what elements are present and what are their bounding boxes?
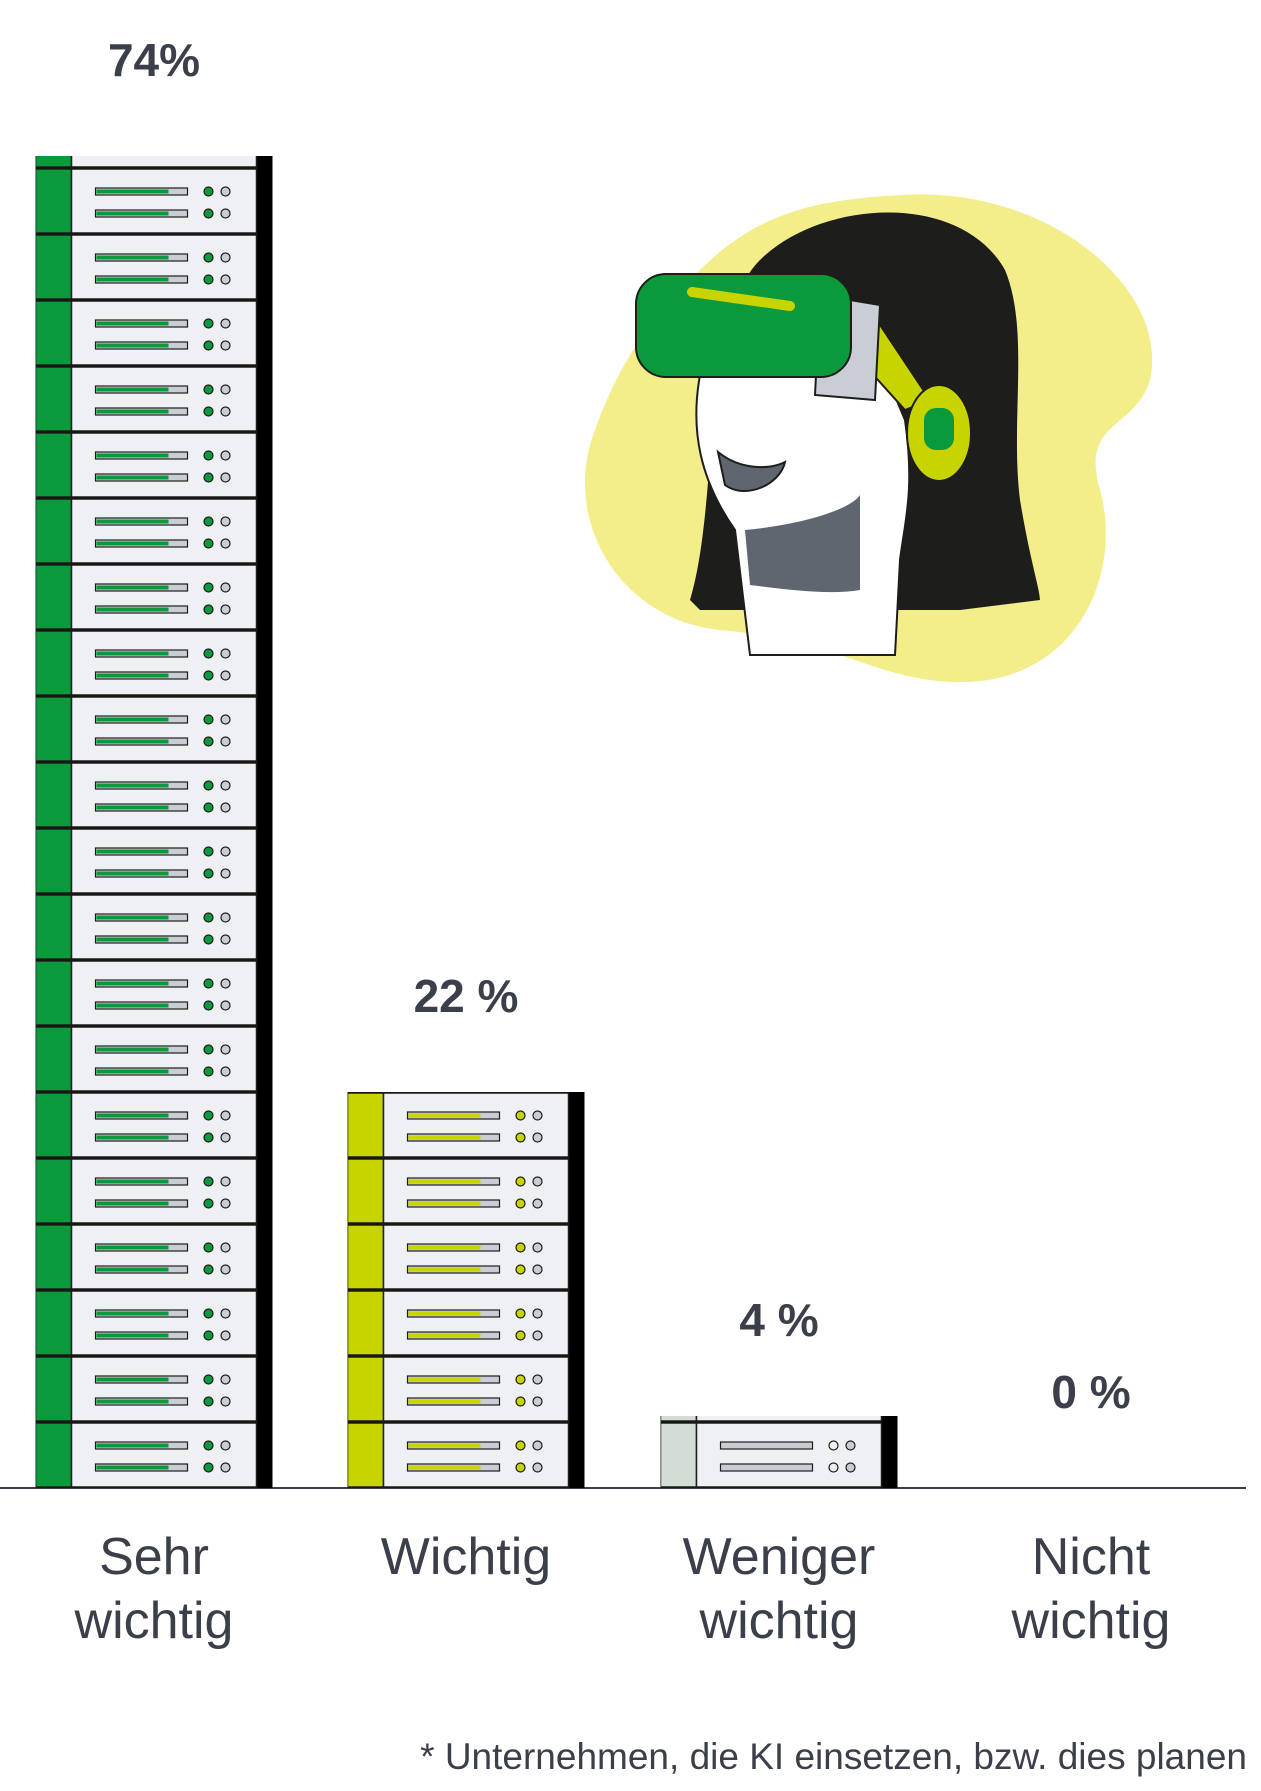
category-label: Weniger wichtig [639,1525,919,1653]
category-label: Wichtig [326,1525,606,1589]
bar [348,1092,585,1488]
illustration [585,194,1152,682]
value-label: 22 % [414,970,519,1022]
bar [661,1416,898,1488]
value-label: 74% [108,34,200,86]
bar [36,156,273,1488]
value-label: 4 % [739,1294,818,1346]
value-label: 0 % [1051,1366,1130,1418]
footnote: * Unternehmen, die KI einsetzen, bzw. di… [420,1736,1247,1778]
chart: 74% 22 % 4 % 0 % [0,0,1261,1791]
category-label: Sehr wichtig [14,1525,294,1653]
category-label: Nicht wichtig [951,1525,1231,1653]
page: 74% 22 % 4 % 0 % * Unternehmen, die KI eins… [0,0,1261,1791]
